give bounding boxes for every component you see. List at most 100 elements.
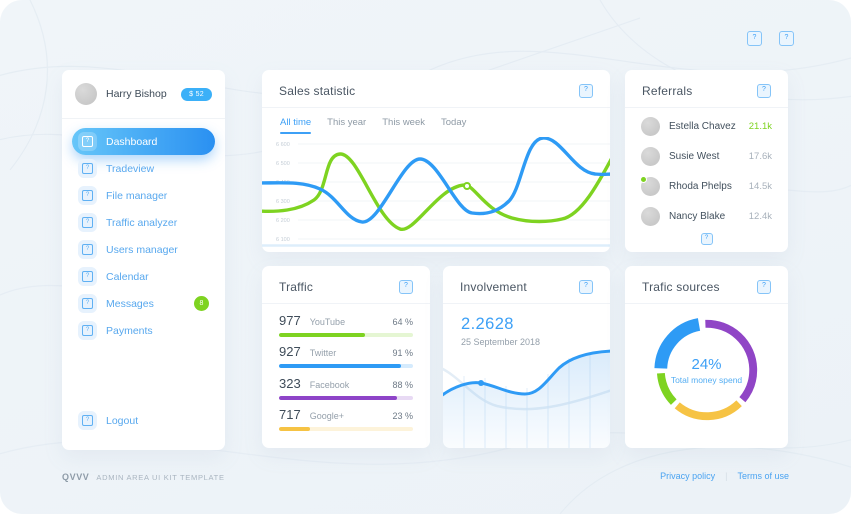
sidebar-item-label: File manager <box>106 189 168 202</box>
traffic-percent: 23 % <box>392 411 413 421</box>
referrals-footer <box>625 231 788 252</box>
involvement-area-fill <box>443 351 610 448</box>
sidebar-item-messages[interactable]: Messages 8 <box>72 290 215 317</box>
sources-panel-header: Trafic sources <box>625 266 788 304</box>
messages-count-badge: 8 <box>194 296 209 311</box>
sidebar-item-label: Calendar <box>106 270 149 283</box>
y-axis-label: 6 300 <box>276 199 290 205</box>
traffic-panel-header: Traffic <box>262 266 430 304</box>
sources-percent: 24% <box>691 355 722 373</box>
referral-row[interactable]: Rhoda Phelps 14.5k <box>625 171 788 201</box>
sidebar-item-label: Users manager <box>106 243 178 256</box>
brand-tagline: ADMIN AREA UI KIT TEMPLATE <box>96 472 225 482</box>
users-manager-icon <box>78 240 97 259</box>
sidebar-footer: Logout <box>62 407 225 450</box>
referral-value: 17.6k <box>748 150 772 162</box>
top-bar-icon-1[interactable] <box>747 31 762 46</box>
involvement-date: 25 September 2018 <box>461 337 541 347</box>
top-bar <box>747 31 794 46</box>
referral-name: Estella Chavez <box>669 120 736 132</box>
sales-statistic-panel: Sales statistic All time This year This … <box>262 70 610 252</box>
sidebar: Harry Bishop $ 52 Dashboard Tradeview Fi… <box>62 70 225 450</box>
tab-this-week[interactable]: This week <box>382 117 425 128</box>
progress-bar-fill <box>279 364 401 368</box>
referral-avatar <box>641 146 660 166</box>
y-axis-label: 6 500 <box>276 161 290 167</box>
traffic-percent: 88 % <box>392 379 413 390</box>
involvement-line <box>443 349 610 397</box>
traffic-label: YouTube <box>309 316 346 327</box>
panel-info-icon[interactable] <box>579 84 593 98</box>
sidebar-item-tradeview[interactable]: Tradeview <box>72 155 215 182</box>
sales-line-chart[interactable]: 6 600 6 500 6 400 6 300 6 200 6 100 <box>262 137 610 247</box>
user-profile[interactable]: Harry Bishop $ 52 <box>62 70 225 118</box>
tab-today[interactable]: Today <box>441 117 467 128</box>
sales-series-blue <box>262 137 610 224</box>
divider <box>62 118 225 119</box>
sidebar-item-file-manager[interactable]: File manager <box>72 182 215 209</box>
donut-segment-blue <box>653 317 760 423</box>
traffic-row-facebook: 323 Facebook 88 % <box>279 368 413 400</box>
sidebar-item-label: Messages <box>106 297 154 310</box>
referral-value: 21.1k <box>748 120 772 132</box>
logout-button[interactable]: Logout <box>78 407 209 434</box>
sales-period-tabs: All time This year This week Today <box>262 108 610 134</box>
sidebar-item-label: Dashboard <box>106 135 158 148</box>
referral-name: Susie West <box>669 150 720 162</box>
sidebar-item-calendar[interactable]: Calendar <box>72 263 215 290</box>
logout-label: Logout <box>106 414 139 427</box>
referral-name: Rhoda Phelps <box>669 180 732 192</box>
panel-info-icon[interactable] <box>399 280 413 294</box>
sidebar-item-dashboard[interactable]: Dashboard <box>72 128 215 155</box>
sidebar-item-label: Tradeview <box>106 162 155 175</box>
sidebar-item-users-manager[interactable]: Users manager <box>72 236 215 263</box>
referral-avatar <box>640 175 660 196</box>
involvement-marker <box>478 380 484 386</box>
panel-info-icon[interactable] <box>579 280 593 294</box>
referral-value: 12.4k <box>748 210 772 222</box>
terms-of-use-link[interactable]: Terms of use <box>737 471 789 481</box>
panel-title: Trafic sources <box>642 280 720 294</box>
traffic-count: 323 <box>279 375 301 391</box>
payments-icon <box>78 321 97 340</box>
y-axis-label: 6 200 <box>276 218 290 224</box>
footer-divider: | <box>725 471 728 481</box>
user-avatar <box>75 83 97 105</box>
sidebar-item-label: Traffic analyzer <box>106 216 178 229</box>
sidebar-item-traffic-analyzer[interactable]: Traffic analyzer <box>72 209 215 236</box>
expand-icon[interactable] <box>700 233 713 245</box>
traffic-row-google-plus: 717 Google+ 23 % <box>279 400 413 431</box>
sidebar-item-payments[interactable]: Payments <box>72 317 215 344</box>
traffic-sources-donut[interactable]: 24% Total money spend <box>648 311 766 429</box>
traffic-row-youtube: 977 YouTube 64 % <box>279 305 413 337</box>
referrals-list: Estella Chavez 21.1k Susie West 17.6k Rh… <box>625 108 788 231</box>
panel-info-icon[interactable] <box>757 280 771 294</box>
tab-all-time[interactable]: All time <box>280 117 312 134</box>
traffic-row-twitter: 927 Twitter 91 % <box>279 337 413 368</box>
donut-center-label: 24% Total money spend <box>648 311 766 429</box>
progress-bar <box>279 427 413 431</box>
green-series-marker <box>463 182 471 190</box>
tab-this-year[interactable]: This year <box>327 117 367 128</box>
panel-title: Involvement <box>460 280 527 294</box>
referral-name: Nancy Blake <box>669 210 726 222</box>
involvement-meta: 2.2628 25 September 2018 <box>443 304 610 347</box>
sales-series-green <box>262 152 610 231</box>
panel-title: Referrals <box>642 84 693 98</box>
panel-info-icon[interactable] <box>757 84 771 98</box>
referral-value: 14.5k <box>748 180 772 192</box>
referral-row[interactable]: Nancy Blake 12.4k <box>625 201 788 231</box>
referral-row[interactable]: Susie West 17.6k <box>625 141 788 171</box>
referral-row[interactable]: Estella Chavez 21.1k <box>625 111 788 141</box>
brand-logo: QVVV <box>62 472 90 482</box>
involvement-area-chart[interactable] <box>443 348 610 448</box>
user-balance-badge[interactable]: $ 52 <box>181 87 212 101</box>
top-bar-icon-2[interactable] <box>779 31 794 46</box>
y-axis-label: 6 100 <box>276 237 290 243</box>
calendar-icon <box>78 267 97 286</box>
tradeview-icon <box>78 159 97 178</box>
involvement-value: 2.2628 <box>461 315 514 333</box>
traffic-list: 977 YouTube 64 % 927 Twitter 91 % 323 Fa… <box>262 304 430 431</box>
referrals-panel-header: Referrals <box>625 70 788 108</box>
privacy-policy-link[interactable]: Privacy policy <box>660 471 716 481</box>
